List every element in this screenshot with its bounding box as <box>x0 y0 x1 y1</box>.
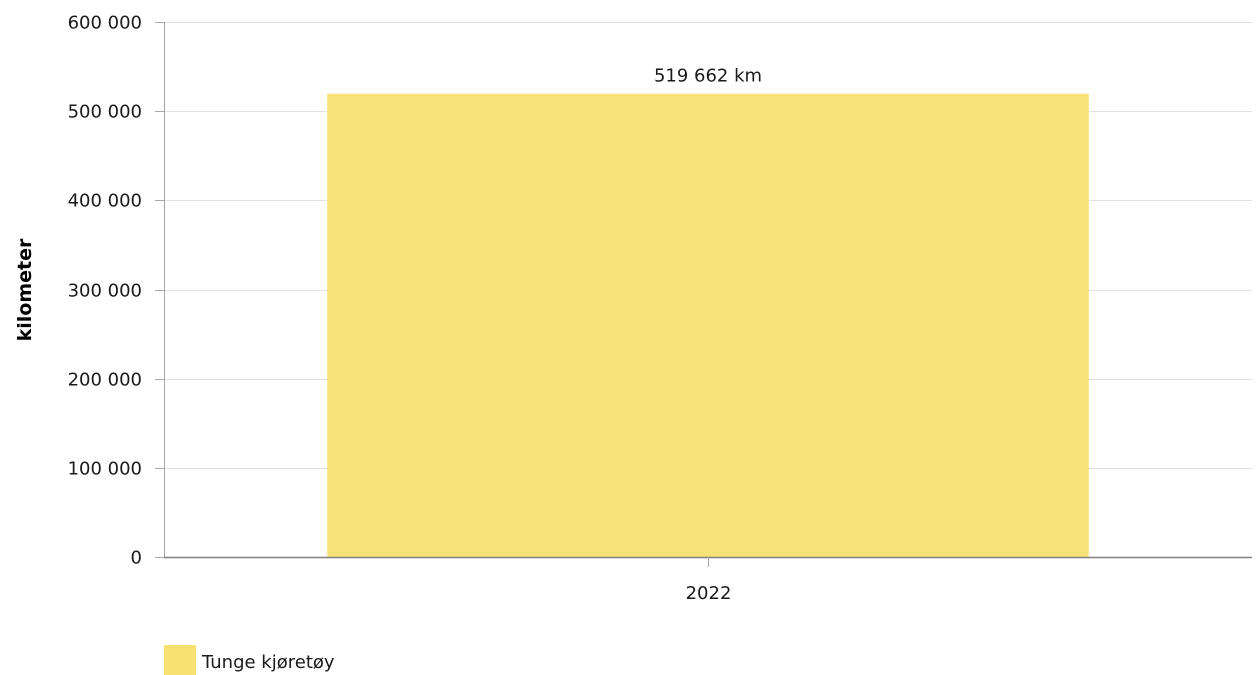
y-tick-label: 600 000 <box>68 13 142 34</box>
legend-swatch[interactable] <box>164 645 196 675</box>
y-axis-title: kilometer <box>14 238 36 341</box>
y-tick-label: 300 000 <box>68 281 142 302</box>
y-tick-label: 400 000 <box>68 191 142 212</box>
bar-data-label: 519 662 km <box>654 66 762 87</box>
y-tick-label: 500 000 <box>68 102 142 123</box>
x-tick-label: 2022 <box>686 583 732 604</box>
y-tick-label: 0 <box>131 548 142 569</box>
x-axis-ticks: 2022 <box>686 557 732 604</box>
y-tick-label: 100 000 <box>68 459 142 480</box>
bars: 519 662 km <box>327 66 1089 558</box>
y-tick-label: 200 000 <box>68 370 142 391</box>
legend[interactable]: Tunge kjøretøy <box>164 645 335 675</box>
legend-label[interactable]: Tunge kjøretøy <box>201 652 335 673</box>
y-axis-ticks: 0 100 000 200 000 300 000 400 000 500 000 600 … <box>68 13 164 569</box>
bar[interactable] <box>327 93 1089 558</box>
